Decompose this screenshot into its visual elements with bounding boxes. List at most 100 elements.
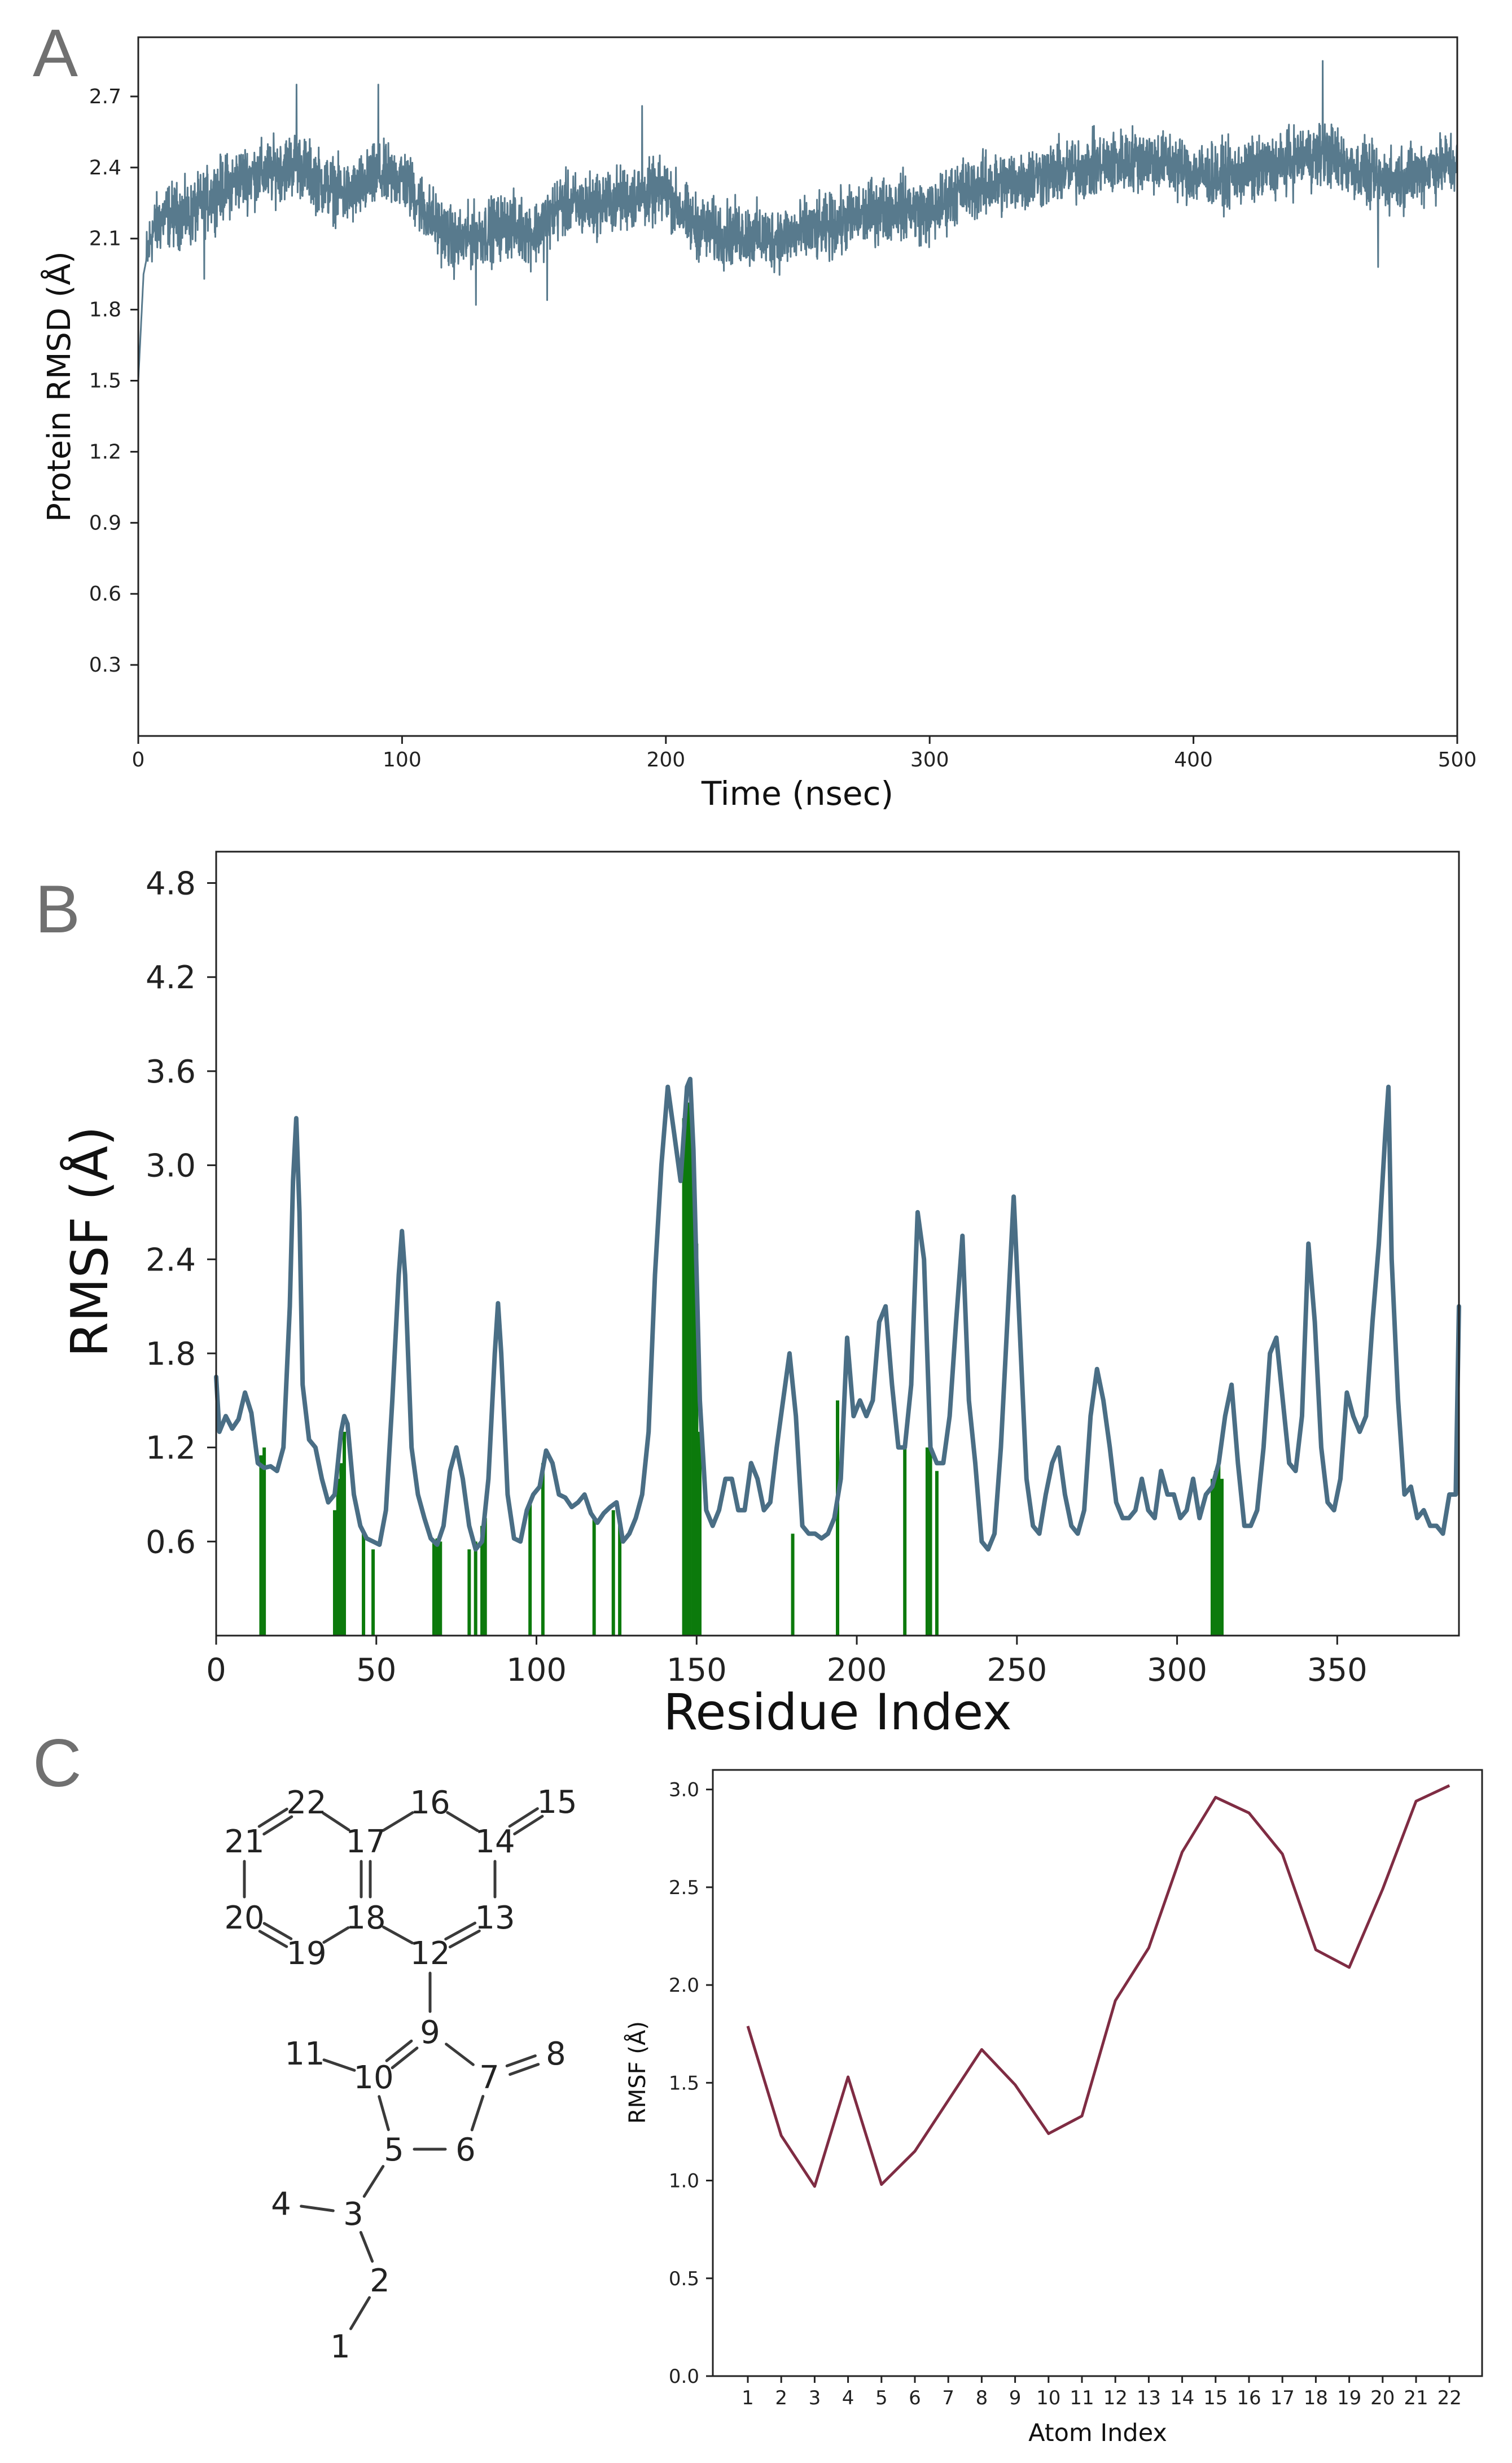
rmsf-x-axis-label: Residue Index: [663, 1683, 1012, 1741]
bond-line: [322, 1812, 350, 1831]
contact-bar: [1217, 1463, 1221, 1636]
ligand-x-tick-label: 11: [1070, 2387, 1094, 2409]
bond-line: [300, 2205, 335, 2212]
ligand-x-tick-label: 22: [1438, 2387, 1462, 2409]
bond-line: [444, 1921, 477, 1941]
rmsd-x-tick-label: 0: [132, 748, 145, 772]
contact-bar: [259, 1455, 263, 1636]
ligand-x-tick-label: 19: [1337, 2387, 1361, 2409]
rmsf-y-axis-label: RMSF (Å): [59, 1126, 120, 1357]
ligand-y-tick-label: 1.5: [669, 2072, 699, 2094]
contact-bar: [336, 1479, 340, 1636]
atom-label: 14: [475, 1824, 515, 1860]
ligand-rmsf-chart: 1 2 3 4 5 6 7 8 9 10 11 12 13 14 15 16 17 18 19 20 21 220.00.…: [624, 1769, 1483, 2447]
rmsd-y-tick-label: 1.2: [89, 440, 121, 463]
ligand-x-axis-label: Atom Index: [1028, 2419, 1167, 2447]
ligand-x-tick-label: 2: [775, 2387, 787, 2409]
contact-bar: [1211, 1479, 1215, 1636]
ligand-x-tick-label: 14: [1170, 2387, 1194, 2409]
contact-bar: [541, 1463, 545, 1636]
atom-label: 4: [271, 2186, 291, 2223]
rmsf-plot-frame: [215, 851, 1460, 1637]
rmsf-y-tick-label: 4.8: [146, 866, 196, 902]
contact-bar: [435, 1538, 439, 1636]
rmsf-y-tick-label: 3.0: [146, 1148, 196, 1185]
ligand-x-tick-label: 8: [976, 2387, 988, 2409]
contact-bar: [698, 1431, 702, 1636]
ligand-x-tick-label: 21: [1404, 2387, 1428, 2409]
ligand-x-tick-label: 18: [1304, 2387, 1328, 2409]
atom-label: 17: [345, 1824, 385, 1860]
bond-line: [349, 2296, 371, 2330]
contact-bar: [836, 1400, 839, 1636]
atom-label: 9: [420, 2014, 440, 2051]
atom-label: 22: [286, 1785, 326, 1821]
contact-bar: [467, 1549, 471, 1636]
ligand-x-tick-label: 4: [842, 2387, 854, 2409]
rmsf-x-tick-label: 250: [987, 1652, 1047, 1689]
contact-bars-group: [259, 1102, 1224, 1636]
rmsf-x-tick-label: 100: [506, 1652, 567, 1689]
atom-label: 19: [286, 1935, 326, 1972]
rmsf-residue-chart: 0 50 100 150 200 250 300 350 0.6 1.2 1.8 2.4 3.0 3.6 4…: [59, 851, 1461, 1741]
rmsf-y-tick-label: 1.2: [146, 1430, 196, 1467]
rmsf-x-tick-label: 0: [206, 1652, 226, 1689]
bond-line: [322, 1926, 350, 1944]
rmsd-ticks: 0 100 200 300 400 500 0.3 0.6 0.9 1.2 1.5 1.8 2.1 2.4…: [89, 85, 1477, 772]
panel-letter-a: A: [33, 15, 78, 91]
ligand-x-tick-label: 9: [1009, 2387, 1022, 2409]
rmsd-y-tick-label: 2.4: [89, 156, 121, 179]
rmsf-ticks: 0 50 100 150 200 250 300 350 0.6 1.2 1.8 2.4 3.0 3.6 4…: [146, 866, 1368, 1689]
ligand-x-tick-label: 16: [1237, 2387, 1261, 2409]
rmsd-plot-frame: [137, 36, 1458, 737]
ligand-y-tick-label: 0.0: [669, 2365, 699, 2388]
ligand-x-tick-label: 12: [1103, 2387, 1128, 2409]
ligand-x-tick-label: 5: [875, 2387, 888, 2409]
bond-line: [359, 2230, 374, 2263]
atom-label: 3: [343, 2196, 363, 2233]
rmsf-y-tick-label: 2.4: [146, 1242, 196, 1278]
bond-line: [322, 2058, 356, 2072]
ligand-rmsf-line: [746, 1784, 1450, 2188]
bond-line: [258, 1930, 288, 1948]
rmsd-y-tick-label: 2.7: [89, 85, 121, 108]
panel-letter-b: B: [35, 871, 80, 947]
contact-bar: [685, 1102, 689, 1636]
rmsd-series-group: [137, 60, 1458, 381]
rmsd-x-tick-label: 500: [1438, 748, 1477, 772]
ligand-x-tick-label: 6: [909, 2387, 921, 2409]
ligand-x-tick-label: 13: [1137, 2387, 1161, 2409]
rmsf-x-tick-label: 200: [827, 1652, 887, 1689]
atom-label: 13: [475, 1900, 515, 1936]
bond-line: [382, 1811, 414, 1832]
rmsd-x-tick-label: 400: [1174, 748, 1213, 772]
ligand-x-tick-label: 15: [1203, 2387, 1228, 2409]
contact-bar: [362, 1533, 366, 1636]
rmsf-x-tick-label: 350: [1307, 1652, 1368, 1689]
atom-label: 16: [410, 1785, 450, 1821]
bond-line: [505, 2054, 537, 2067]
rmsf-series-group: [214, 1076, 1461, 1552]
ligand-rmsf-series-group: [746, 1784, 1450, 2188]
panel-letter-c: C: [33, 1725, 82, 1801]
bond-line: [391, 2046, 419, 2070]
contact-bar: [262, 1447, 266, 1636]
contact-bar: [343, 1431, 347, 1636]
bond-line: [378, 2095, 390, 2131]
contact-bar: [371, 1549, 375, 1636]
rmsf-x-tick-label: 300: [1147, 1652, 1207, 1689]
atom-label: 10: [353, 2059, 393, 2096]
contact-bar: [688, 1102, 692, 1636]
contact-bar: [691, 1149, 695, 1636]
rmsd-series-line: [137, 60, 1458, 381]
rmsd-x-tick-label: 200: [646, 748, 685, 772]
bond-line: [385, 2039, 413, 2062]
bond-line: [257, 1807, 288, 1828]
contact-bar: [439, 1541, 442, 1636]
ligand-y-tick-label: 1.0: [669, 2170, 699, 2193]
rmsd-y-tick-label: 1.8: [89, 299, 121, 322]
bond-line: [508, 1807, 539, 1828]
rmsd-x-tick-label: 300: [910, 748, 949, 772]
